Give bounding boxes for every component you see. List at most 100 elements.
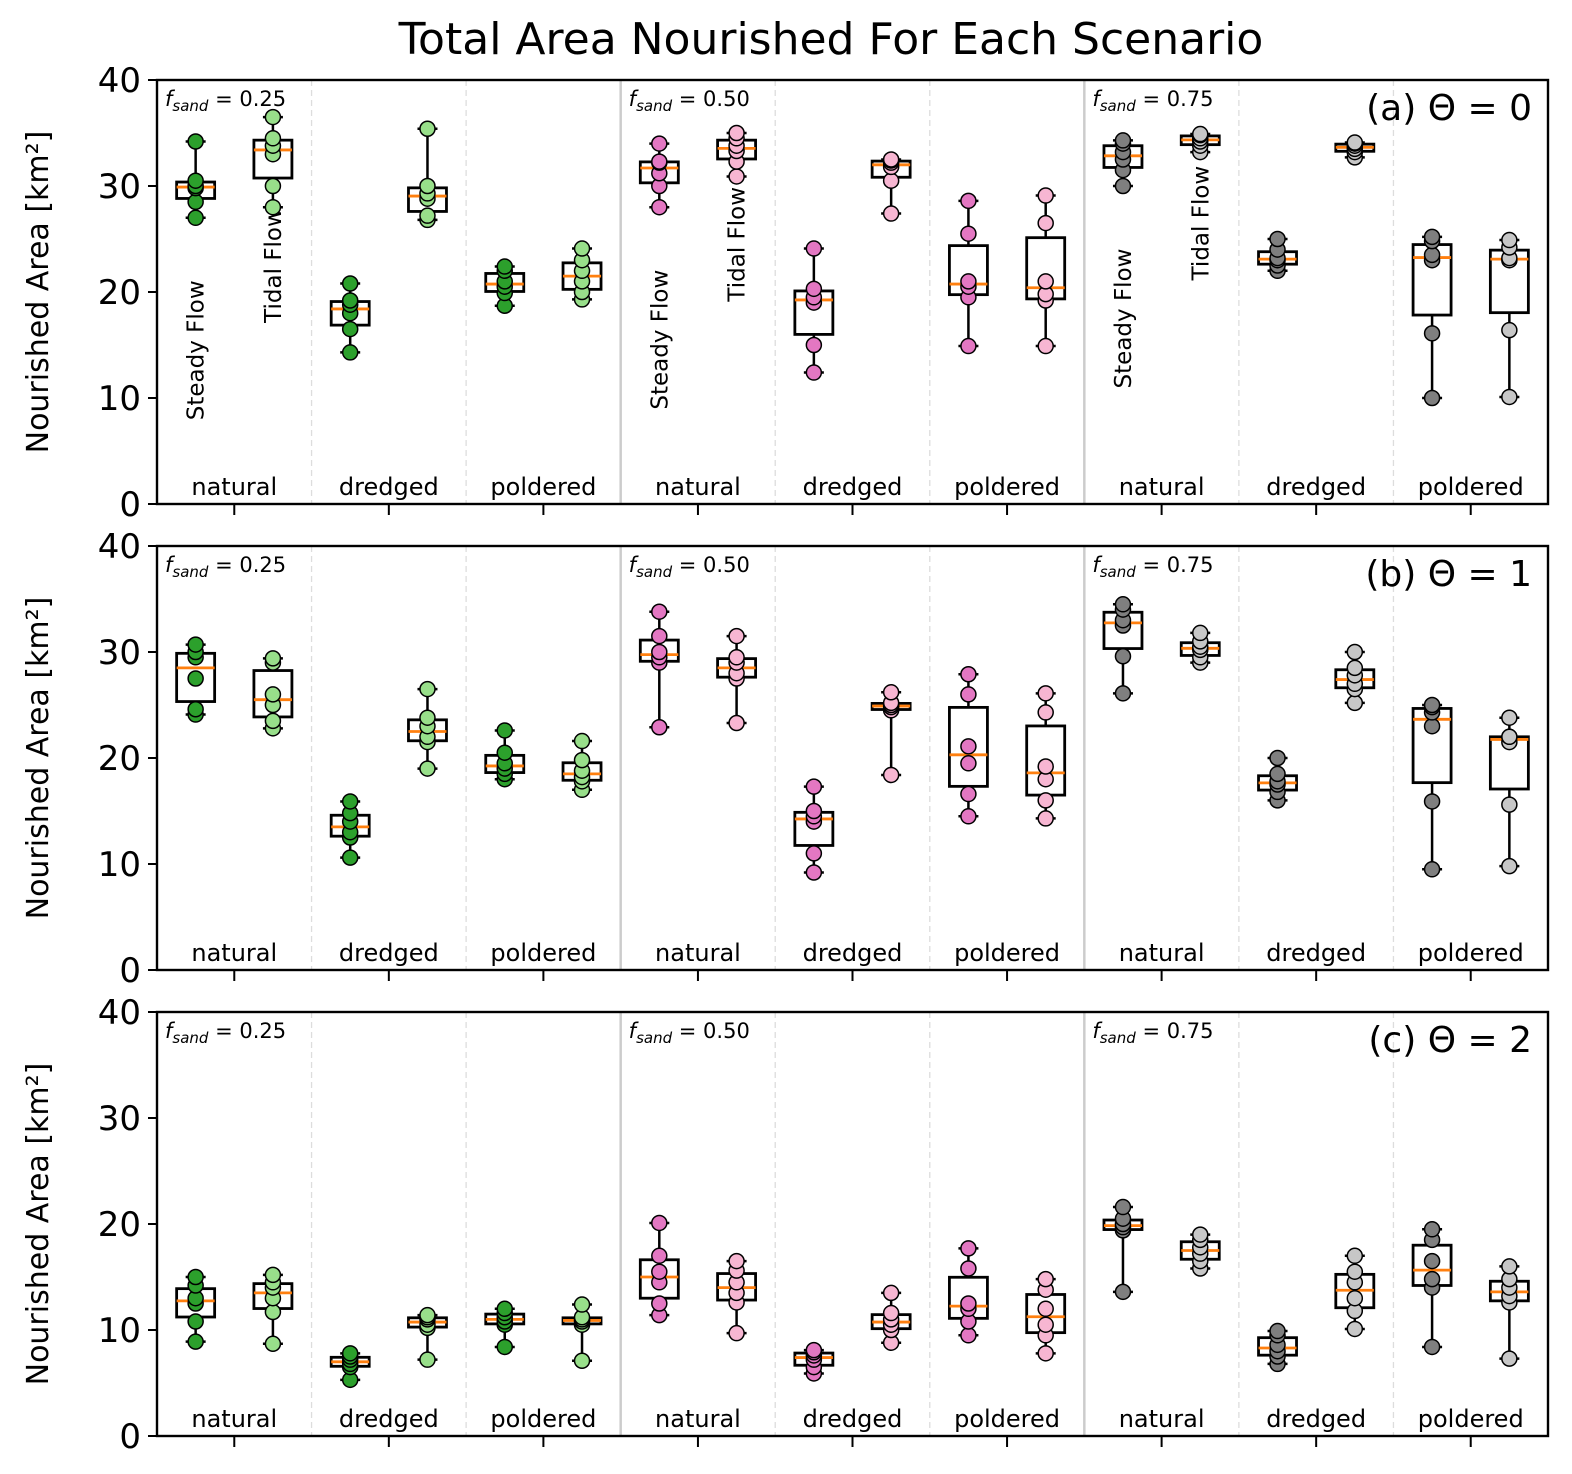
data-point <box>496 1300 513 1318</box>
data-point <box>187 1333 204 1350</box>
category-label: dredged <box>803 473 903 501</box>
box-plot <box>1179 624 1221 671</box>
data-point <box>1114 132 1132 149</box>
data-point <box>805 364 823 381</box>
data-point <box>728 1252 745 1270</box>
data-point <box>341 344 359 361</box>
category-label: poldered <box>954 1405 1060 1433</box>
data-point <box>1037 273 1054 290</box>
box-plot <box>716 1252 757 1342</box>
box-plot <box>870 1284 912 1351</box>
category-label: poldered <box>490 473 596 501</box>
box-plot <box>175 636 217 723</box>
sand-fraction-label: fsand = 0.25 <box>165 87 286 115</box>
data-point <box>187 670 204 687</box>
data-point <box>651 1247 668 1265</box>
data-point <box>1114 685 1132 702</box>
data-point <box>187 636 204 653</box>
flow-type-label: Steady Flow <box>184 280 210 420</box>
data-point <box>264 1266 282 1284</box>
data-point <box>1423 1221 1441 1238</box>
data-point <box>264 712 282 730</box>
box-plot <box>329 275 371 361</box>
sand-fraction-label: fsand = 0.75 <box>1092 553 1213 581</box>
data-point <box>264 108 282 126</box>
y-tick-label: 10 <box>98 379 141 419</box>
box-plot <box>1257 230 1298 280</box>
data-point <box>419 177 436 195</box>
box-plot <box>407 680 448 777</box>
data-point <box>728 1324 745 1342</box>
box-plot <box>1025 1270 1067 1362</box>
panels-layer: 0 10 20 30 40 Nourished Area [km²] natural dred… <box>21 61 1550 1457</box>
data-point <box>960 738 977 755</box>
y-tick-label: 10 <box>98 1311 141 1351</box>
data-point <box>728 649 745 666</box>
box-plot <box>175 1268 217 1350</box>
data-point <box>496 1338 513 1356</box>
box-plot <box>948 666 989 825</box>
category-label: dredged <box>339 939 439 967</box>
box-plot <box>638 603 680 736</box>
data-point <box>805 336 823 354</box>
category-label: dredged <box>1266 473 1366 501</box>
data-point <box>419 680 436 698</box>
data-point <box>1037 810 1054 827</box>
y-axis-label: Nourished Area [km²] <box>21 1063 56 1386</box>
box-plot <box>561 732 603 799</box>
data-point <box>341 320 359 338</box>
box-plot <box>252 650 294 737</box>
category-label: dredged <box>803 939 903 967</box>
box-plot <box>1025 685 1067 827</box>
data-point <box>651 627 668 645</box>
box-plot <box>407 120 448 229</box>
data-point <box>1423 389 1441 407</box>
box-plot <box>407 1306 448 1368</box>
box-plot <box>1334 643 1376 712</box>
data-point <box>1501 1350 1518 1367</box>
data-point <box>1269 765 1286 783</box>
data-point <box>187 1313 204 1330</box>
box-plot <box>716 627 757 732</box>
box-plot <box>948 1240 989 1344</box>
data-point <box>1037 187 1054 204</box>
panel-1: 0 10 20 30 40 Nourished Area [km²] natural dred… <box>21 527 1550 991</box>
data-point <box>1114 177 1132 195</box>
data-point <box>805 802 823 820</box>
panel-0: 0 10 20 30 40 Nourished Area [km²] natural dred… <box>21 61 1550 525</box>
y-tick-label: 0 <box>119 485 141 525</box>
data-point <box>1501 388 1518 406</box>
data-point <box>805 845 823 862</box>
box-plot <box>1179 125 1221 161</box>
data-point <box>419 1306 436 1324</box>
data-point <box>1423 793 1441 810</box>
category-label: poldered <box>954 939 1060 967</box>
data-point <box>728 168 745 185</box>
data-point <box>960 273 977 290</box>
data-point <box>573 751 591 769</box>
data-point <box>496 744 513 761</box>
y-tick-label: 10 <box>98 845 141 885</box>
data-point <box>1269 230 1286 248</box>
category-label: poldered <box>490 1405 596 1433</box>
box-plot <box>1102 596 1144 702</box>
category-label: natural <box>191 1405 277 1433</box>
data-point <box>264 1303 282 1321</box>
data-point <box>1192 125 1209 143</box>
data-point <box>1423 717 1441 735</box>
data-point <box>651 1214 668 1232</box>
box-plot <box>1025 187 1067 355</box>
flow-type-label: Tidal Flow <box>261 208 287 324</box>
data-point <box>882 172 900 189</box>
data-point <box>1346 1247 1364 1265</box>
data-point <box>960 686 977 703</box>
data-point <box>1346 1263 1364 1280</box>
data-point <box>960 192 977 210</box>
y-tick-label: 30 <box>98 633 141 673</box>
box-plot <box>1488 1258 1530 1367</box>
data-point <box>264 650 282 667</box>
data-point <box>187 700 204 718</box>
data-point <box>1037 1316 1054 1333</box>
data-point <box>419 1351 436 1368</box>
data-point <box>651 643 668 661</box>
